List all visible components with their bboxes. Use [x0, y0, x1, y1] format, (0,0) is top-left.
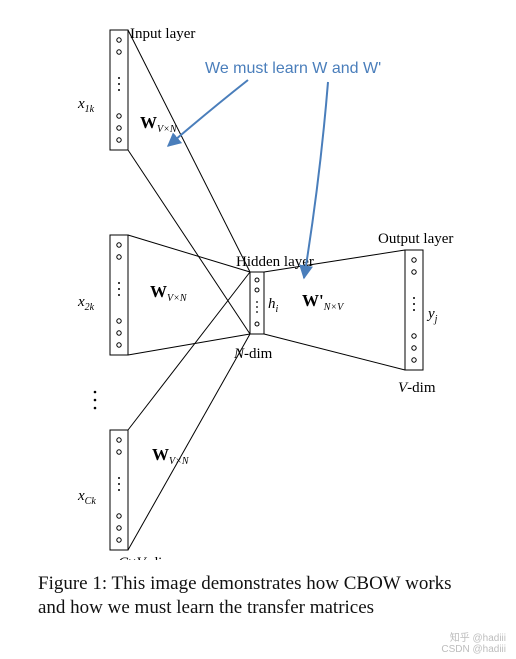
hidden-vector [250, 272, 264, 334]
annotation-text: We must learn W and W' [205, 60, 381, 77]
figure-caption: Figure 1: This image demonstrates how CB… [38, 572, 458, 621]
figure-container: Input layer Hidden layer Output layer x1… [0, 0, 516, 659]
hidden-layer-label: Hidden layer [236, 254, 314, 270]
input-layer-label: Input layer [130, 26, 195, 42]
input-vector-x1 [110, 30, 128, 150]
annotation-arrow-2 [304, 82, 328, 278]
output-vector [405, 250, 423, 370]
weight-W3: WV×N [152, 445, 190, 467]
var-x2k: x2k [77, 294, 95, 313]
var-xCk: xCk [77, 488, 96, 507]
cxv-dim-label: C×V-dim [118, 555, 174, 560]
var-yj: yj [426, 306, 438, 325]
ellipsis-icon [94, 391, 97, 410]
caption-prefix: Figure 1: [38, 573, 112, 594]
weight-Wprime: W'N×V [302, 291, 345, 313]
watermark-line1: 知乎 @hadiii [441, 633, 506, 644]
weight-W1: WV×N [140, 113, 178, 135]
v-dim-label: V-dim [398, 380, 436, 396]
watermark: 知乎 @hadiii CSDN @hadiii [441, 633, 506, 655]
n-dim-label: N-dim [233, 346, 273, 362]
var-x1k: x1k [77, 96, 95, 115]
annotation-arrow-1 [168, 80, 248, 146]
edges [128, 30, 405, 550]
input-vector-x2 [110, 235, 128, 355]
input-vector-xC [110, 430, 128, 550]
weight-W2: WV×N [150, 282, 188, 304]
cbow-diagram: Input layer Hidden layer Output layer x1… [0, 0, 516, 560]
watermark-line2: CSDN @hadiii [441, 644, 506, 655]
output-layer-label: Output layer [378, 231, 453, 247]
var-hi: hi [268, 296, 279, 315]
